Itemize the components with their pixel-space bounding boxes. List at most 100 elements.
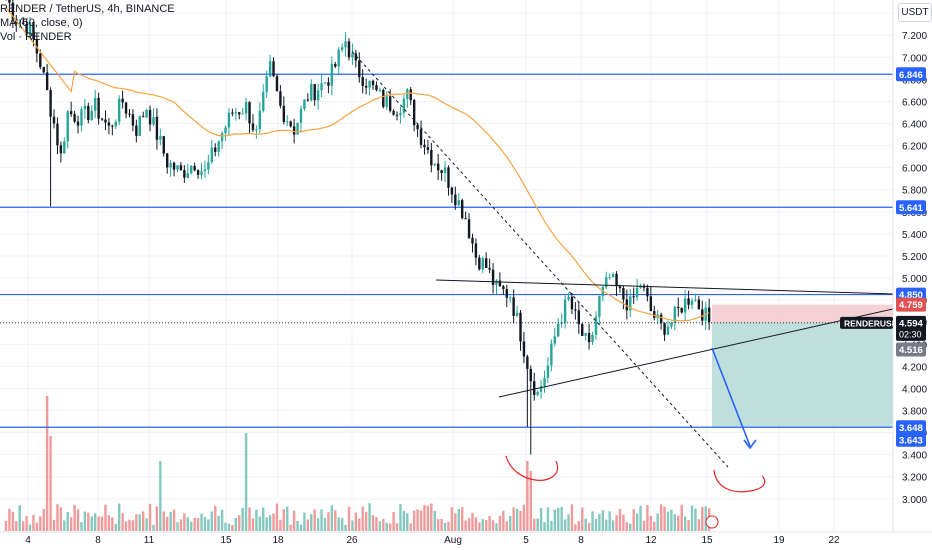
- volume-bar: [4, 520, 8, 531]
- volume-bar: [378, 521, 382, 531]
- candle-body: [166, 153, 169, 168]
- volume-bar: [563, 519, 567, 531]
- volume-bar: [56, 504, 59, 531]
- entry-price-label-bg: [896, 342, 926, 357]
- price-tick-label: 6.400: [902, 120, 927, 131]
- candle-body: [128, 113, 131, 115]
- candle-body: [227, 112, 231, 128]
- candle-body: [368, 80, 371, 88]
- candle-body: [340, 47, 344, 50]
- volume-bar: [416, 509, 419, 531]
- candle-body: [653, 311, 656, 318]
- volume-bar: [399, 504, 402, 531]
- candle-body: [172, 162, 176, 170]
- candle-body: [334, 64, 337, 67]
- time-tick-label: 18: [272, 535, 284, 546]
- volume-bar: [117, 503, 121, 531]
- time-tick-label: 11: [144, 535, 155, 546]
- time-tick-label: 22: [828, 535, 840, 546]
- candle-body: [450, 187, 454, 195]
- volume-bar: [299, 524, 303, 531]
- candle-body: [378, 89, 382, 91]
- current-price-label-bg: [896, 315, 926, 341]
- candle-body: [289, 121, 292, 127]
- candle-body: [248, 102, 251, 124]
- symbol-title[interactable]: RENDER / TetherUS, 4h, BINANCE: [0, 3, 175, 15]
- candle-body: [529, 368, 532, 382]
- volume-bar: [519, 510, 522, 531]
- price-tick-label: 7.000: [902, 53, 927, 64]
- candle-body: [436, 163, 440, 171]
- candle-body: [697, 299, 701, 310]
- price-tick-label: 5.000: [902, 274, 927, 285]
- candle-body: [683, 298, 687, 313]
- symbol-price-label: RENDERUSDT: [844, 318, 904, 328]
- volume-bar: [323, 517, 327, 531]
- time-tick-label: 19: [773, 535, 785, 546]
- volume-bar: [52, 519, 56, 531]
- candle-body: [677, 306, 680, 308]
- volume-bar: [632, 509, 635, 531]
- currency-button[interactable]: USDT: [898, 3, 932, 22]
- time-tick-label: 12: [645, 535, 657, 546]
- volume-bar: [107, 515, 111, 531]
- volume-bar: [279, 519, 282, 531]
- volume-bar: [618, 509, 622, 531]
- price-tick-label: 5.800: [902, 186, 927, 197]
- trend-drawings[interactable]: [0, 46, 894, 529]
- volume-bar: [128, 519, 131, 531]
- price-tick-label: 5.200: [902, 252, 927, 263]
- candle-body: [148, 109, 152, 125]
- volume-bar: [351, 520, 354, 531]
- candle-body: [478, 257, 481, 270]
- candle-body: [663, 323, 666, 335]
- volume-bar: [419, 510, 423, 531]
- volume-bar: [478, 522, 481, 531]
- candle-body: [87, 105, 90, 120]
- price-tick-label: 6.200: [902, 142, 927, 153]
- candle-body: [512, 297, 515, 316]
- volume-bar: [577, 521, 581, 531]
- volume-bar: [207, 519, 210, 531]
- candle-body: [553, 336, 556, 344]
- volume-bar: [49, 436, 52, 531]
- ma-legend[interactable]: MA (50, close, 0): [0, 17, 83, 29]
- volume-bar: [625, 522, 629, 531]
- price-tick-label: 7.200: [902, 31, 927, 42]
- candle-body: [66, 111, 69, 142]
- volume-bar: [539, 508, 543, 531]
- volume-legend[interactable]: Vol · RENDER: [0, 31, 72, 43]
- candle-body: [292, 126, 296, 135]
- volume-bar: [111, 517, 114, 531]
- volume-bar: [495, 523, 498, 531]
- candle-body: [526, 356, 529, 369]
- volume-bar: [87, 512, 90, 531]
- candle-body: [76, 121, 80, 126]
- horizontal-levels[interactable]: [0, 73, 893, 428]
- candle-body: [625, 299, 629, 311]
- time-axis[interactable]: 4 8 11 15 18 26 Aug 5 8 12 15 19 22: [0, 531, 932, 546]
- volume-bar: [148, 503, 152, 531]
- candle-body: [608, 277, 611, 279]
- volume-bar: [224, 522, 227, 531]
- candle-body: [399, 112, 402, 116]
- entry-price-label: 4.516: [899, 345, 923, 356]
- volume-bar: [186, 517, 189, 531]
- level-price-label: 3.648: [899, 423, 923, 434]
- volume-bar: [533, 518, 536, 531]
- position-zones: [712, 304, 893, 428]
- candle-body: [145, 109, 148, 118]
- candle-body: [183, 170, 186, 178]
- candle-body: [505, 289, 508, 298]
- volume-bar: [488, 516, 491, 531]
- sketch-curve-projection: [713, 469, 766, 493]
- candle-body: [203, 169, 207, 172]
- volume-bar: [316, 518, 320, 531]
- volume-bar: [622, 514, 625, 531]
- volume-bar: [45, 396, 49, 531]
- volume-bar: [265, 517, 268, 531]
- volume-bar: [344, 524, 347, 531]
- volume-bar: [59, 507, 63, 531]
- volume-bar: [601, 510, 605, 531]
